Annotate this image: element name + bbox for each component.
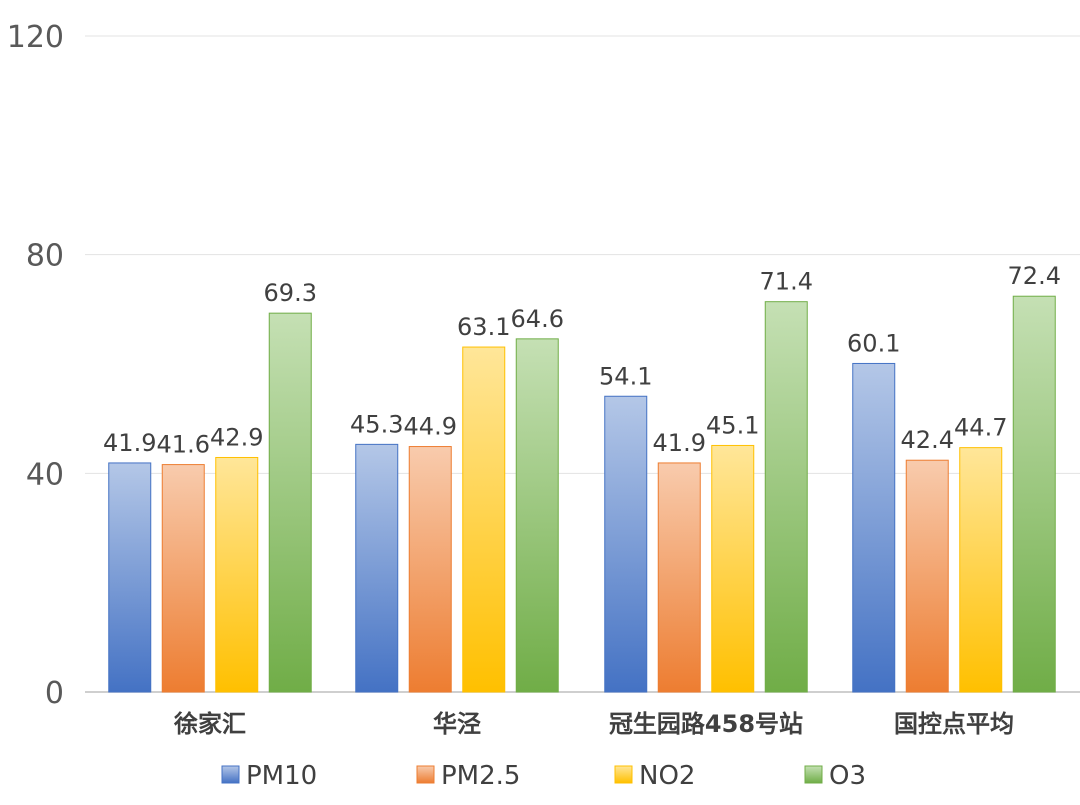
legend-label: NO2 bbox=[639, 761, 695, 791]
data-label: 71.4 bbox=[760, 268, 813, 296]
legend-label: PM10 bbox=[246, 761, 317, 791]
bar-pm10-1 bbox=[355, 443, 399, 693]
data-label: 69.3 bbox=[264, 279, 317, 307]
bar-o3-3 bbox=[1012, 295, 1056, 693]
data-label: 60.1 bbox=[847, 329, 900, 357]
bars bbox=[108, 295, 1056, 693]
bar-no2-3 bbox=[959, 447, 1003, 693]
bar-pm25-0 bbox=[161, 464, 205, 693]
bar-no2-1 bbox=[462, 346, 506, 693]
bar-pm10-0 bbox=[108, 462, 152, 693]
bar-no2-0 bbox=[215, 456, 259, 693]
y-tick-label: 80 bbox=[26, 239, 64, 274]
bar-pm25-1 bbox=[408, 446, 452, 693]
legend-swatch bbox=[416, 765, 435, 784]
bar-pm25-2 bbox=[657, 462, 701, 693]
x-category-label: 徐家汇 bbox=[173, 710, 246, 738]
x-category-label: 冠生园路458号站 bbox=[609, 710, 803, 738]
data-label: 64.6 bbox=[511, 305, 564, 333]
legend-swatch bbox=[614, 765, 633, 784]
legend: PM10 PM2.5 NO2 O3 bbox=[221, 761, 866, 791]
legend-swatch bbox=[221, 765, 240, 784]
data-label: 63.1 bbox=[457, 313, 510, 341]
legend-swatch bbox=[804, 765, 823, 784]
legend-label: O3 bbox=[829, 761, 866, 791]
bar-o3-1 bbox=[515, 338, 559, 693]
data-label: 41.9 bbox=[103, 429, 156, 457]
data-label: 72.4 bbox=[1008, 262, 1061, 290]
bar-pm10-3 bbox=[852, 362, 896, 693]
bar-pm25-3 bbox=[905, 459, 949, 693]
bar-pm10-2 bbox=[604, 395, 648, 693]
bar-o3-0 bbox=[268, 312, 312, 693]
legend-label: PM2.5 bbox=[441, 761, 520, 791]
x-category-label: 华泾 bbox=[433, 710, 481, 738]
data-label: 54.1 bbox=[599, 362, 652, 390]
data-label: 41.6 bbox=[157, 431, 210, 459]
x-category-label: 国控点平均 bbox=[894, 710, 1014, 738]
data-label: 41.9 bbox=[653, 429, 706, 457]
data-label: 45.3 bbox=[350, 410, 403, 438]
data-label: 44.7 bbox=[954, 414, 1007, 442]
data-label: 44.9 bbox=[404, 413, 457, 441]
x-axis: 徐家汇 华泾 冠生园路458号站 国控点平均 bbox=[173, 710, 1014, 738]
data-label: 45.1 bbox=[706, 411, 759, 439]
y-tick-label: 0 bbox=[45, 676, 64, 711]
data-label: 42.4 bbox=[901, 426, 954, 454]
y-tick-label: 120 bbox=[7, 20, 64, 55]
y-axis: 0 40 80 120 bbox=[7, 20, 64, 711]
bar-no2-2 bbox=[711, 444, 755, 693]
y-tick-label: 40 bbox=[26, 457, 64, 492]
bar-o3-2 bbox=[764, 301, 808, 693]
data-label: 42.9 bbox=[210, 423, 263, 451]
data-labels: 41.9 41.6 42.969.345.3 44.963.1 64.654.141.9… bbox=[103, 262, 1061, 458]
